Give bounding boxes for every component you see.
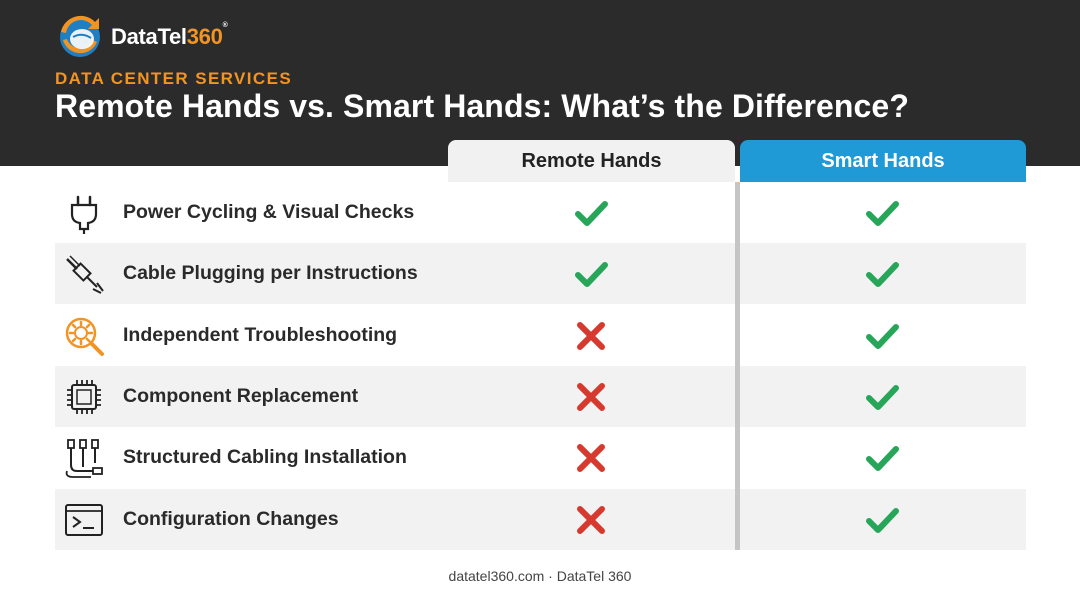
brand-logo[interactable]: DataTel360® <box>55 12 228 62</box>
brand-name: DataTel360® <box>111 22 228 50</box>
remote-hands-cross-icon <box>577 505 605 534</box>
chip-icon <box>67 379 101 414</box>
smart-hands-check-icon <box>866 262 899 288</box>
trademark-symbol: ® <box>222 22 228 29</box>
row-label: Structured Cabling Installation <box>123 446 407 469</box>
remote-hands-check-icon <box>575 262 608 288</box>
remote-hands-cross-icon <box>577 321 605 350</box>
footer-credit: datatel360.com · DataTel 360 <box>448 568 632 584</box>
terminal-icon <box>65 503 103 536</box>
row-label: Component Replacement <box>123 384 359 407</box>
cable-bundle-icon <box>65 439 103 479</box>
remote-hands-cross-icon <box>577 444 605 473</box>
smart-hands-check-icon <box>866 384 899 410</box>
row-label: Cable Plugging per Instructions <box>123 262 418 285</box>
globe-logo-icon <box>60 15 100 57</box>
table-row: Component Replacement <box>55 365 1026 427</box>
smart-hands-check-icon <box>866 201 899 226</box>
smart-hands-check-icon <box>866 323 899 349</box>
table-row: Structured Cabling Installation <box>55 427 1026 488</box>
remote-hands-check-icon <box>575 201 608 226</box>
table-row: Power Cycling & Visual Checks <box>55 182 1026 243</box>
page-title: Remote Hands vs. Smart Hands: What’s the… <box>55 88 909 124</box>
row-label: Configuration Changes <box>123 507 339 530</box>
gear-magnifier-icon <box>65 317 104 356</box>
remote-hands-cross-icon <box>577 382 605 411</box>
column-divider <box>735 182 740 550</box>
header-banner: DataTel360® DATA CENTER SERVICES Remote … <box>0 0 1080 166</box>
table-row: Independent Troubleshooting <box>55 305 1026 366</box>
table-row: Configuration Changes <box>55 488 1026 550</box>
ethernet-cable-icon <box>66 255 104 295</box>
column-header-remote-hands: Remote Hands <box>448 140 735 182</box>
smart-hands-check-icon <box>866 446 899 472</box>
row-label: Power Cycling & Visual Checks <box>123 201 415 223</box>
brand-name-text: DataTel <box>111 24 187 49</box>
smart-hands-check-icon <box>866 507 899 533</box>
power-plug-icon <box>70 195 98 234</box>
table-row: Cable Plugging per Instructions <box>55 243 1026 305</box>
section-eyebrow: DATA CENTER SERVICES <box>55 69 293 88</box>
column-header-smart-hands: Smart Hands <box>740 140 1026 182</box>
brand-name-number: 360 <box>186 24 223 49</box>
row-label: Independent Troubleshooting <box>123 323 398 346</box>
